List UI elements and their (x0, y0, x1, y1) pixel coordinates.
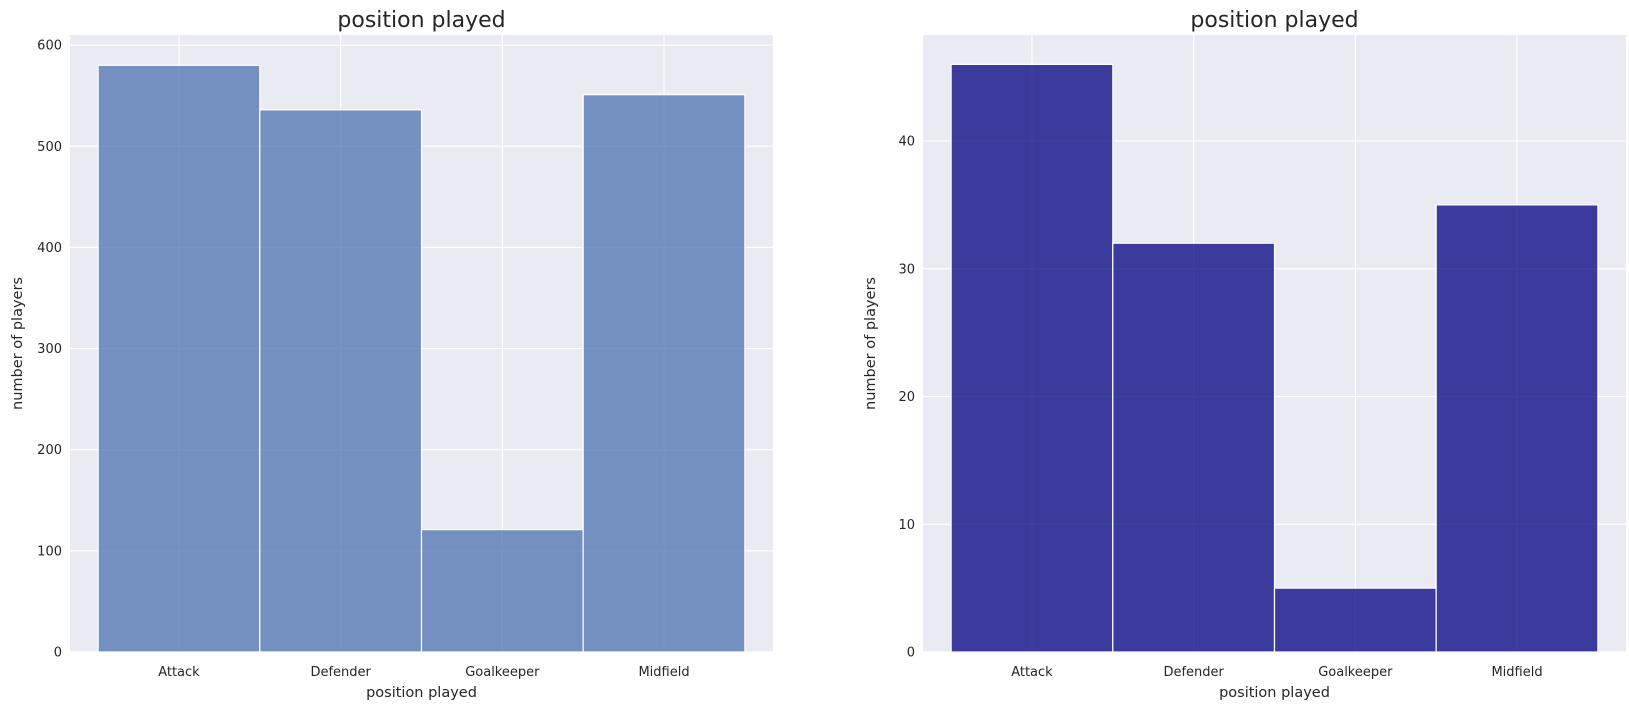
y-tick-labels-right: 0 10 20 30 40 (898, 135, 915, 661)
bars-right (950, 63, 1599, 653)
bar-defender (1112, 242, 1276, 653)
bar-midfield (582, 94, 746, 653)
y-tick-label: 30 (898, 262, 915, 277)
x-tick-label-defender: Defender (310, 665, 371, 680)
bar-attack (950, 63, 1114, 653)
y-axis-label-left: number of players (10, 277, 26, 410)
y-tick-labels-left: 0 100 200 300 400 500 600 (37, 39, 62, 661)
x-tick-label-attack: Attack (158, 665, 200, 680)
bar-defender (259, 109, 423, 653)
y-axis-label-right: number of players (863, 277, 879, 410)
y-tick-label: 400 (37, 241, 62, 256)
bars-left (97, 64, 746, 653)
bar-midfield (1435, 204, 1599, 653)
chart-panel-left: 0 100 200 300 400 500 600 Attack Defender Goalke… (10, 8, 773, 701)
x-tick-label-midfield: Midfield (1491, 665, 1542, 680)
x-tick-labels-left: Attack Defender Goalkeeper Midfield (158, 665, 689, 680)
y-tick-label: 20 (898, 390, 915, 405)
bar-goalkeeper (1273, 587, 1437, 653)
y-tick-label: 0 (907, 646, 915, 661)
chart-panel-right: 0 10 20 30 40 Attack Defender Goalkeeper Midfie… (863, 8, 1626, 701)
y-tick-label: 300 (37, 342, 62, 357)
chart-title-left: position played (337, 8, 505, 33)
x-tick-label-attack: Attack (1011, 665, 1053, 680)
x-tick-label-goalkeeper: Goalkeeper (465, 665, 540, 680)
y-tick-label: 0 (54, 646, 62, 661)
x-tick-label-defender: Defender (1163, 665, 1224, 680)
x-tick-labels-right: Attack Defender Goalkeeper Midfield (1011, 665, 1542, 680)
x-tick-label-midfield: Midfield (638, 665, 689, 680)
y-tick-label: 10 (898, 518, 915, 533)
bar-attack (97, 64, 261, 653)
chart-title-right: position played (1190, 8, 1358, 33)
y-tick-label: 100 (37, 544, 62, 559)
x-axis-label-right: position played (1219, 685, 1330, 701)
y-tick-label: 200 (37, 443, 62, 458)
x-tick-label-goalkeeper: Goalkeeper (1318, 665, 1393, 680)
bar-goalkeeper (420, 529, 584, 653)
y-tick-label: 500 (37, 140, 62, 155)
x-axis-label-left: position played (366, 685, 477, 701)
y-tick-label: 40 (898, 135, 915, 150)
y-tick-label: 600 (37, 39, 62, 54)
